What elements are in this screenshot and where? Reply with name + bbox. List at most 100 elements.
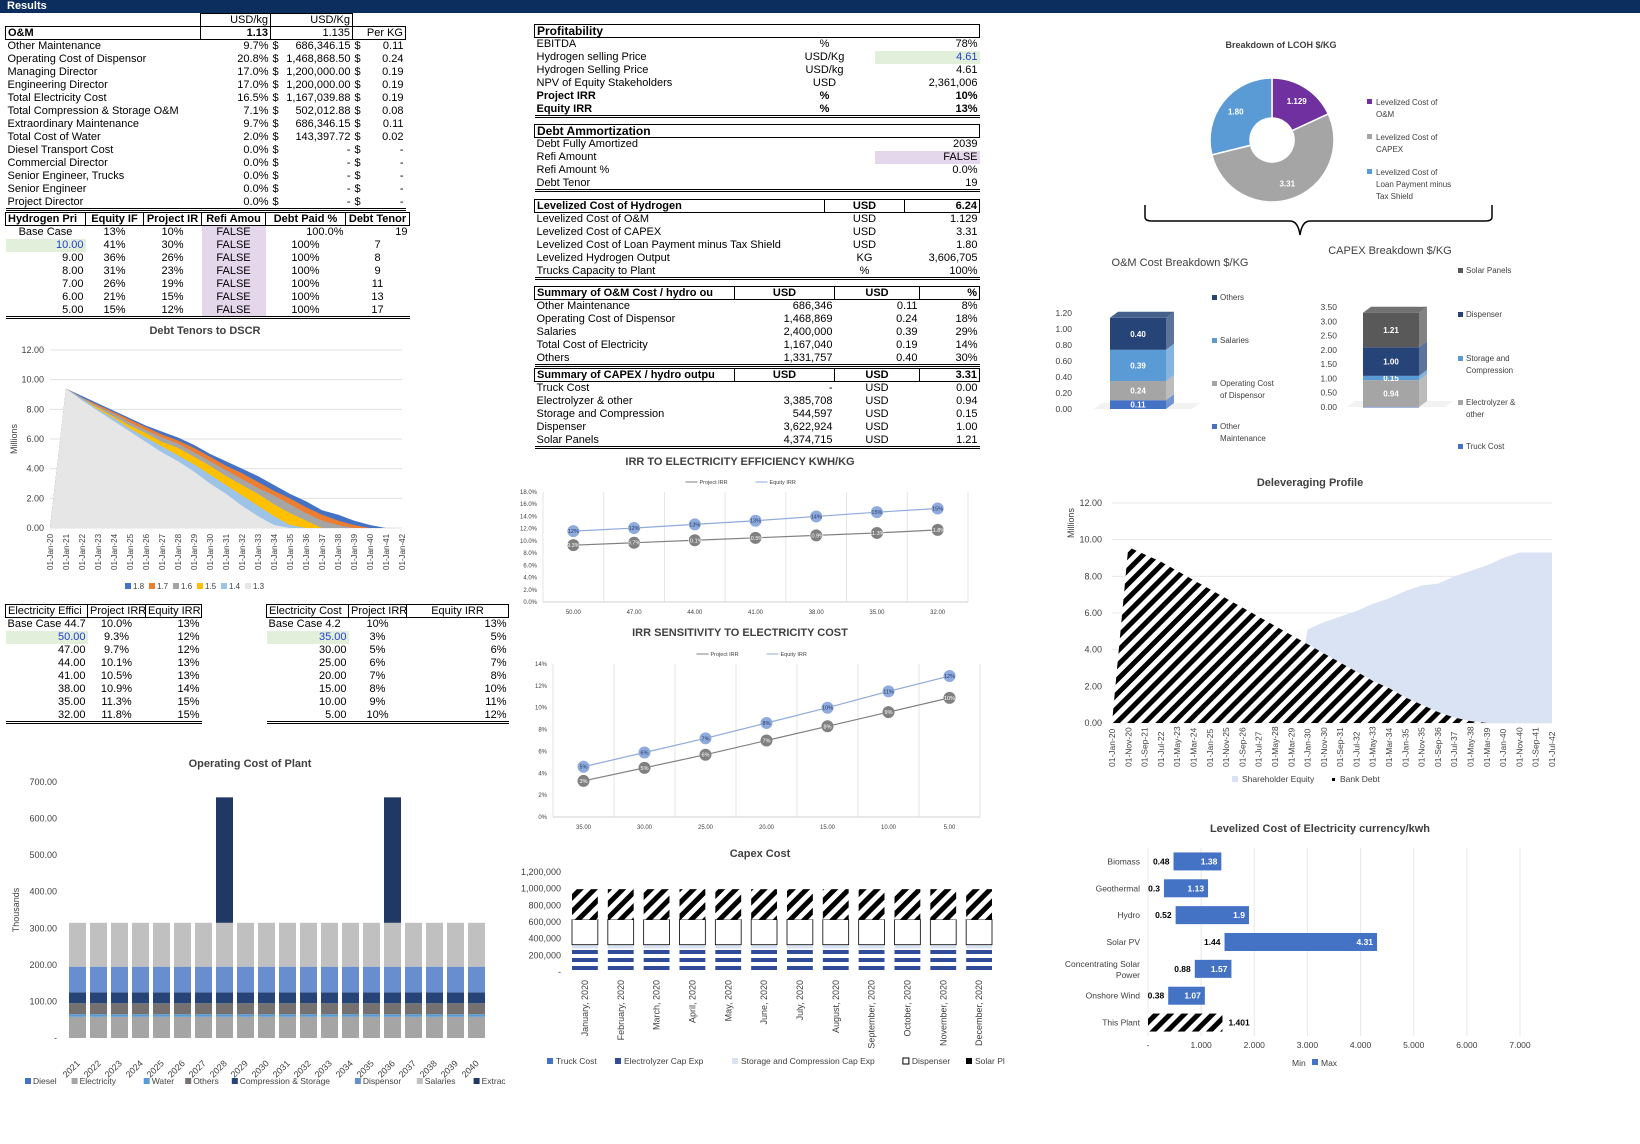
ee-head-cell: Project IRR <box>87 604 146 618</box>
capexsum-row: Solar Panels 4,374,715 USD 1.21 <box>534 433 980 449</box>
omsum-cell: Salaries <box>536 326 577 338</box>
legend-swatch <box>1367 99 1372 104</box>
bar-segment-Dispensor <box>153 966 170 993</box>
bar-segment-Compression & Storage <box>132 992 149 1004</box>
electricity-cost-table: Electricity Cost Project IRR Equity IRR Ba… <box>266 604 509 724</box>
prof-row: Project IRR% 10% <box>535 90 980 103</box>
bar-segment-Others <box>174 1003 191 1015</box>
om-row-pct: 7.1% <box>243 105 269 117</box>
data-point <box>699 748 712 761</box>
legend-label: Min <box>1292 1058 1306 1068</box>
results-header: Results <box>0 0 1640 13</box>
lcoh-head-row: Levelized Cost of Hydrogen USD 6.24 <box>534 199 980 213</box>
legend-swatch <box>1458 444 1463 449</box>
hp-cell: 26% <box>103 278 126 290</box>
capexsum-cell: 0.00 <box>956 382 978 395</box>
bar-segment-Solar Plant <box>751 889 777 920</box>
om-row: Total Compression & Storage O&M 7.1% $502,… <box>6 105 406 118</box>
bar-segment-Storage and Compression Cap Exp <box>966 944 992 949</box>
prof-row: EBITDA% 78% <box>535 38 980 51</box>
x-tick-label: 01-Nov-35 <box>1417 727 1427 767</box>
lcoh-value: 3,606,705 <box>928 252 978 264</box>
prof-value: 13% <box>874 102 980 118</box>
ec-cell: 10% <box>484 683 507 695</box>
ec-row: 5.00 10% 12% <box>266 708 509 724</box>
om-row-label: Diesel Transport Cost <box>7 144 114 156</box>
bar-segment-Electrolyzer Cap Exp <box>643 948 670 972</box>
bar-segment-Dispensor <box>216 966 233 993</box>
capex-summary-table: Summary of CAPEX / hydro outpu USD USD 3.31… <box>534 368 980 449</box>
x-tick-label: 01-Jan-20 <box>1107 728 1117 767</box>
x-tick-label: 01-Jan-31 <box>222 533 231 570</box>
bar-segment-Others <box>90 1003 107 1015</box>
om-row: Total Electricity Cost 16.5% $1,167,039.88… <box>6 92 406 105</box>
hp-cell: 8 <box>374 252 381 264</box>
bar-segment-Water <box>321 1014 338 1017</box>
ee-head-cell: Equity IRR <box>145 604 202 618</box>
ee-head-row: Electricity Effici Project IRR Equity IRR <box>5 604 202 618</box>
legend-swatch <box>1458 268 1463 273</box>
bar-segment-Others <box>321 1003 338 1015</box>
data-label: 15% <box>871 510 882 516</box>
y-tick-label: 3.50 <box>1320 302 1337 312</box>
lcoh-row: Levelized Hydrogen Output KG 3,606,705 <box>535 252 980 265</box>
om-row-cur: $ <box>272 53 279 65</box>
bar-segment-Water <box>174 1014 191 1017</box>
legend-label: Solar Plant <box>975 1056 1005 1066</box>
hp-row: 7.00 26% 19% FALSE 100% 11 <box>6 277 410 291</box>
y-tick-label: 0.50 <box>1320 388 1337 398</box>
legend-label: Dispenser <box>912 1056 950 1066</box>
prof-label: Equity IRR <box>534 102 775 118</box>
bar-segment-Salaries <box>363 922 380 967</box>
prof-label: EBITDA <box>536 38 577 51</box>
om-head-val2: 1.135 <box>270 26 353 40</box>
chart-title-om-breakdown: O&M Cost Breakdown $/KG <box>1111 257 1249 269</box>
legend-label: 1.7 <box>157 582 169 591</box>
ee-cell: 44.00 <box>57 657 86 669</box>
bar-side <box>1166 394 1174 409</box>
x-tick-label: 01-Nov-25 <box>1221 727 1231 767</box>
hp-head-cell: Equity IF <box>85 212 144 226</box>
omsum-cell: 1,331,757 <box>734 351 835 367</box>
bar-segment-Salaries <box>195 922 212 967</box>
prof-unit: USD <box>812 77 837 89</box>
om-row-perkg: 0.02 <box>382 131 404 143</box>
y-tick-label: 700.00 <box>29 777 57 787</box>
y-tick-label: 4% <box>538 771 547 777</box>
bar-segment-Water <box>237 1014 254 1017</box>
data-point <box>628 536 641 549</box>
y-tick-label: 0% <box>538 815 547 821</box>
bar-segment-Electricity <box>195 1016 212 1038</box>
hp-cell: 100% <box>265 303 346 319</box>
data-point <box>931 523 944 536</box>
omsum-cell: 2,400,000 <box>783 326 833 338</box>
x-tick-label: April, 2020 <box>687 980 697 1023</box>
y-tick-label: 1.50 <box>1320 359 1337 369</box>
category-label: Concentrating Solar <box>1065 959 1140 969</box>
om-row: Senior Engineer 0.0% $ - $ - <box>6 183 406 196</box>
debt-value: 0.0% <box>952 164 978 176</box>
legend-swatch <box>354 1078 361 1084</box>
om-row-cur2: $ <box>354 144 361 156</box>
prof-value: 4.61 <box>956 64 978 76</box>
x-tick-label: 01-Jan-36 <box>302 533 311 570</box>
hp-head-cell: Project IR <box>143 212 202 226</box>
data-label-min: 0.38 <box>1148 991 1165 1001</box>
x-tick-label: 35.00 <box>576 825 592 831</box>
bar-segment-Electrolyzer Cap Exp <box>787 948 813 972</box>
data-label: 6% <box>641 751 649 757</box>
bar-segment-Water <box>132 1014 149 1017</box>
data-label-min: 1.44 <box>1204 937 1221 947</box>
bar-segment-Salaries <box>384 922 401 967</box>
bar-segment-Water <box>195 1014 212 1017</box>
data-point <box>760 734 773 747</box>
capexsum-head-cell: 3.31 <box>919 368 980 382</box>
data-point <box>699 732 712 745</box>
bar-segment-Electrolyzer Cap Exp <box>822 948 849 972</box>
data-label: 10% <box>944 696 955 702</box>
legend-swatch <box>1232 776 1238 782</box>
omsum-cell: 29% <box>955 326 978 338</box>
bar-segment-Water <box>300 1014 317 1017</box>
x-tick-label: October, 2020 <box>902 980 912 1037</box>
hydrogen-price-table: Hydrogen Pri Equity IF Project IR Refi Amou… <box>5 212 410 319</box>
